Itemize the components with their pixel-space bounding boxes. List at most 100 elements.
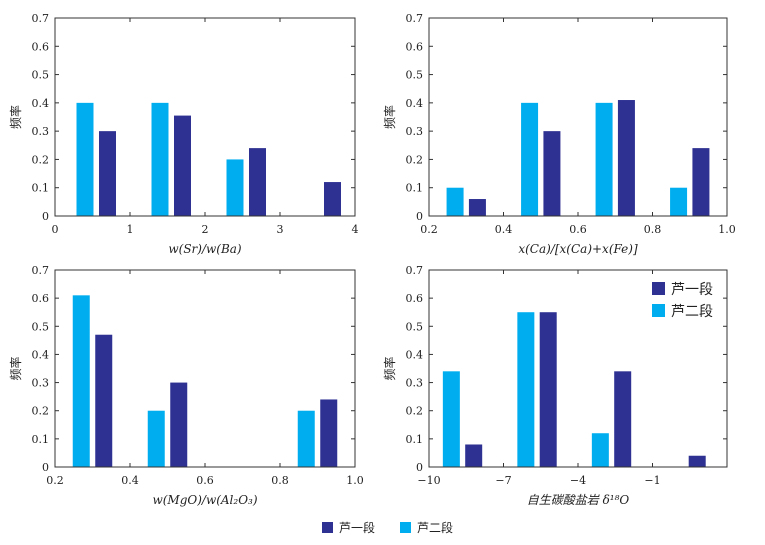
x-tick-label: −4	[570, 474, 586, 487]
y-tick-label: 0.2	[406, 153, 424, 166]
plot-frame	[428, 269, 728, 468]
chart-panel-1: 0 0.1 0.2 0.3 0.4 0.5 0.6 0.7 0 1 2 3 4 w(Sr)/w(Ba) 频率	[8, 12, 359, 256]
plot-frame	[428, 17, 728, 217]
bar-seg2	[446, 187, 464, 216]
x-tick-label: −7	[495, 474, 511, 487]
x-tick-label: 0.2	[46, 474, 64, 487]
x-axis-label: 自生碳酸盐岩 δ¹⁸O	[527, 493, 630, 507]
chart-panel-2: 0 0.1 0.2 0.3 0.4 0.5 0.6 0.7 0.2 0.4 0.6 0.8 1.0 x(C…	[382, 12, 736, 256]
y-axis-label: 频率	[8, 356, 23, 380]
bar-seg2	[72, 295, 90, 467]
y-tick-label: 0.7	[406, 264, 424, 277]
bar-seg1	[688, 455, 706, 467]
chart-panel-4: 0 0.1 0.2 0.3 0.4 0.5 0.6 0.7 −10 −7 −4 −1 自生碳酸盐岩 δ¹…	[382, 264, 728, 507]
y-tick-label: 0.2	[406, 405, 424, 418]
y-tick-label: 0.7	[32, 264, 50, 277]
legend-label-seg1: 芦一段	[339, 521, 376, 535]
y-tick-label: 0.4	[32, 97, 50, 110]
y-tick-label: 0.5	[406, 69, 424, 82]
y-tick-label: 0.4	[406, 97, 424, 110]
bar-seg1	[465, 444, 483, 467]
legend-label-seg2: 芦二段	[671, 304, 713, 320]
y-tick-label: 0	[42, 210, 49, 223]
y-tick-label: 0.6	[32, 292, 50, 305]
x-tick-label: −10	[417, 474, 440, 487]
legend-swatch-seg2	[400, 522, 411, 533]
y-tick-label: 0	[42, 461, 49, 474]
legend-swatch-seg2	[652, 304, 665, 317]
y-tick-label: 0.1	[406, 433, 424, 446]
y-tick-label: 0.1	[32, 182, 50, 195]
bar-seg2	[595, 102, 613, 216]
bar-seg1	[170, 382, 188, 467]
bar-seg2	[521, 102, 539, 216]
y-axis-label: 频率	[382, 356, 397, 380]
legend-swatch-seg1	[322, 522, 333, 533]
x-tick-label: 3	[277, 223, 284, 236]
x-tick-label: 1.0	[346, 474, 364, 487]
y-tick-label: 0	[416, 461, 423, 474]
x-axis-label: w(Sr)/w(Ba)	[168, 242, 242, 256]
legend-item-seg1: 芦一段	[322, 519, 375, 536]
bar-seg1	[249, 148, 266, 216]
bottom-legend: 芦一段 芦二段	[0, 517, 765, 537]
y-tick-label: 0.2	[32, 405, 50, 418]
x-tick-label: 4	[352, 223, 359, 236]
x-tick-label: 1	[127, 223, 134, 236]
bar-seg2	[442, 371, 460, 467]
bar-seg1	[617, 100, 635, 216]
x-tick-label: 0.4	[495, 223, 513, 236]
bar-seg2	[147, 410, 165, 467]
x-tick-label: 0.8	[644, 223, 662, 236]
legend-label-seg2: 芦二段	[417, 521, 454, 535]
y-tick-label: 0.3	[32, 125, 50, 138]
bar-seg1	[539, 312, 557, 467]
x-tick-label: −1	[644, 474, 660, 487]
bar-seg1	[543, 131, 561, 216]
bar-seg2	[76, 102, 94, 216]
y-tick-label: 0.3	[32, 377, 50, 390]
y-tick-label: 0.2	[32, 153, 50, 166]
y-tick-label: 0.6	[406, 292, 424, 305]
y-tick-label: 0.6	[406, 40, 424, 53]
figure: 0 0.1 0.2 0.3 0.4 0.5 0.6 0.7 0 1 2 3 4 w(Sr)/w(Ba) 频率…	[8, 12, 736, 507]
x-axis-label: w(MgO)/w(Al₂O₃)	[152, 493, 257, 507]
bar-seg1	[320, 399, 338, 467]
x-tick-label: 0.6	[569, 223, 587, 236]
bar-seg2	[670, 187, 688, 216]
x-tick-label: 2	[202, 223, 209, 236]
y-tick-label: 0.4	[406, 348, 424, 361]
y-tick-label: 0.7	[406, 12, 424, 25]
bar-seg1	[468, 199, 486, 216]
bar-seg2	[517, 312, 535, 467]
y-tick-label: 0.5	[406, 320, 424, 333]
y-tick-label: 0.4	[32, 348, 50, 361]
y-tick-label: 0	[416, 210, 423, 223]
y-axis-label: 频率	[382, 105, 397, 129]
bar-seg2	[226, 159, 244, 216]
x-tick-label: 0.8	[271, 474, 289, 487]
y-axis-label: 频率	[8, 105, 23, 129]
legend-swatch-seg1	[652, 282, 665, 295]
x-tick-label: 0.2	[420, 223, 438, 236]
y-tick-label: 0.5	[32, 69, 50, 82]
y-tick-label: 0.5	[32, 320, 50, 333]
bar-seg1	[614, 371, 632, 467]
y-tick-label: 0.7	[32, 12, 50, 25]
bar-seg2	[591, 433, 609, 467]
legend-label-seg1: 芦一段	[671, 282, 713, 298]
bar-seg2	[151, 102, 169, 216]
x-tick-label: 0	[52, 223, 59, 236]
x-tick-label: 0.6	[196, 474, 214, 487]
bar-seg1	[174, 115, 191, 216]
bar-seg1	[99, 131, 116, 216]
bar-seg2	[297, 410, 315, 467]
chart-panel-3: 0 0.1 0.2 0.3 0.4 0.5 0.6 0.7 0.2 0.4 0.6 0.8 1.0 w(M…	[8, 264, 364, 507]
y-tick-label: 0.1	[406, 182, 424, 195]
x-tick-label: 1.0	[718, 223, 736, 236]
y-tick-label: 0.3	[406, 125, 424, 138]
legend-item-seg2: 芦二段	[400, 519, 453, 536]
bar-seg1	[692, 148, 710, 216]
bar-seg1	[324, 182, 341, 216]
y-tick-label: 0.6	[32, 40, 50, 53]
